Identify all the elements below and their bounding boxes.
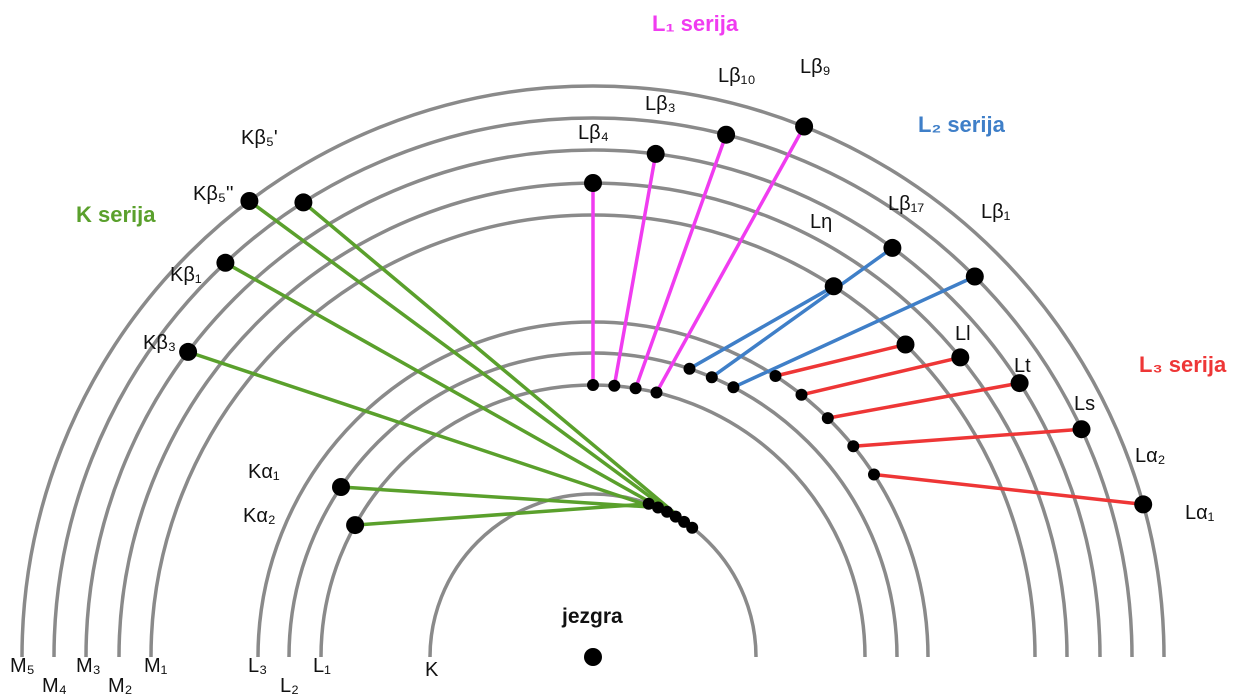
inner-dot-lb17 xyxy=(706,371,718,383)
outer-dot-ka1 xyxy=(332,478,350,496)
label-lb10: Lβ₁₀ xyxy=(718,65,756,87)
inner-dot-ka2 xyxy=(643,498,655,510)
label-la1: Lα₁ xyxy=(1185,502,1215,524)
shell-label-l3: L₃ xyxy=(248,655,267,677)
label-ls: Ls xyxy=(1074,393,1095,415)
outer-dot-ka2 xyxy=(346,516,364,534)
inner-dot-ll xyxy=(770,370,782,382)
outer-dot-lb3 xyxy=(647,145,665,163)
transition-endpoints xyxy=(179,118,1152,667)
outer-dot-lt xyxy=(951,348,969,366)
transition-line-leta xyxy=(690,286,834,368)
outer-dot-la1 xyxy=(1134,495,1152,513)
label-ka1: Kα₁ xyxy=(248,461,280,483)
l3-series-label: L₃ serija xyxy=(1139,352,1227,377)
outer-dot-lb17 xyxy=(883,239,901,257)
nucleus-dot xyxy=(584,648,602,666)
shell-label-m4: M₄ xyxy=(42,675,67,694)
shell-label-m3: M₃ xyxy=(76,655,101,677)
label-lb1: Lβ₁ xyxy=(981,201,1011,223)
outer-dot-la2 xyxy=(1073,420,1091,438)
inner-dot-lt xyxy=(796,389,808,401)
outer-dot-lb9 xyxy=(795,118,813,136)
transition-line-kb1 xyxy=(225,263,675,517)
outer-dot-leta xyxy=(825,277,843,295)
label-ll: Ll xyxy=(955,323,971,345)
label-lb9: Lβ₉ xyxy=(800,56,831,78)
shell-label-m5: M₅ xyxy=(10,655,35,677)
inner-dot-la2 xyxy=(847,440,859,452)
label-lb17: Lβ₁₇ xyxy=(888,193,924,215)
label-kb1: Kβ₁ xyxy=(170,264,202,286)
inner-dot-lb10 xyxy=(630,382,642,394)
shell-label-m1: M₁ xyxy=(144,655,168,677)
inner-dot-lb4 xyxy=(587,379,599,391)
nucleus-label: jezgra xyxy=(561,605,623,628)
label-kb5-double-prime: Kβ₅'' xyxy=(193,183,234,205)
l1-series-label: L₁ serija xyxy=(652,11,739,36)
outer-dot-kb3 xyxy=(179,343,197,361)
inner-dot-lb1 xyxy=(727,381,739,393)
inner-dot-leta xyxy=(684,363,696,375)
label-lb4: Lβ₄ xyxy=(578,122,609,144)
outer-dot-kb5pp xyxy=(240,192,258,210)
label-lb3: Lβ₃ xyxy=(645,93,676,115)
shell-label-m2: M₂ xyxy=(108,675,132,694)
shell-label-l1: L₁ xyxy=(313,655,331,677)
label-leta: Lη xyxy=(810,211,832,233)
outer-dot-lb1 xyxy=(966,268,984,286)
label-kb3: Kβ₃ xyxy=(143,332,176,354)
inner-dot-lb3 xyxy=(608,380,620,392)
label-kb5-prime: Kβ₅' xyxy=(241,127,278,149)
outer-dot-kb1 xyxy=(216,254,234,272)
outer-dot-lb10 xyxy=(717,126,735,144)
outer-dot-lb4 xyxy=(584,174,602,192)
outer-dot-ll xyxy=(897,336,915,354)
outer-dot-kb5p xyxy=(294,193,312,211)
l2-series-label: L₂ serija xyxy=(918,112,1006,137)
inner-dot-lb9 xyxy=(651,387,663,399)
transition-line-ka1 xyxy=(341,487,658,508)
k-series-label: K serija xyxy=(76,202,156,227)
shell-k xyxy=(430,494,756,657)
shell-label-k: K xyxy=(425,659,439,681)
inner-dot-la1 xyxy=(868,469,880,481)
transition-line-kb5p xyxy=(303,202,692,527)
label-lt: Lt xyxy=(1014,355,1031,377)
transition-line-la2 xyxy=(853,429,1081,446)
label-la2: Lα₂ xyxy=(1135,445,1165,467)
inner-dot-ls xyxy=(822,412,834,424)
label-ka2: Kα₂ xyxy=(243,505,276,527)
shell-label-l2: L₂ xyxy=(280,675,299,694)
